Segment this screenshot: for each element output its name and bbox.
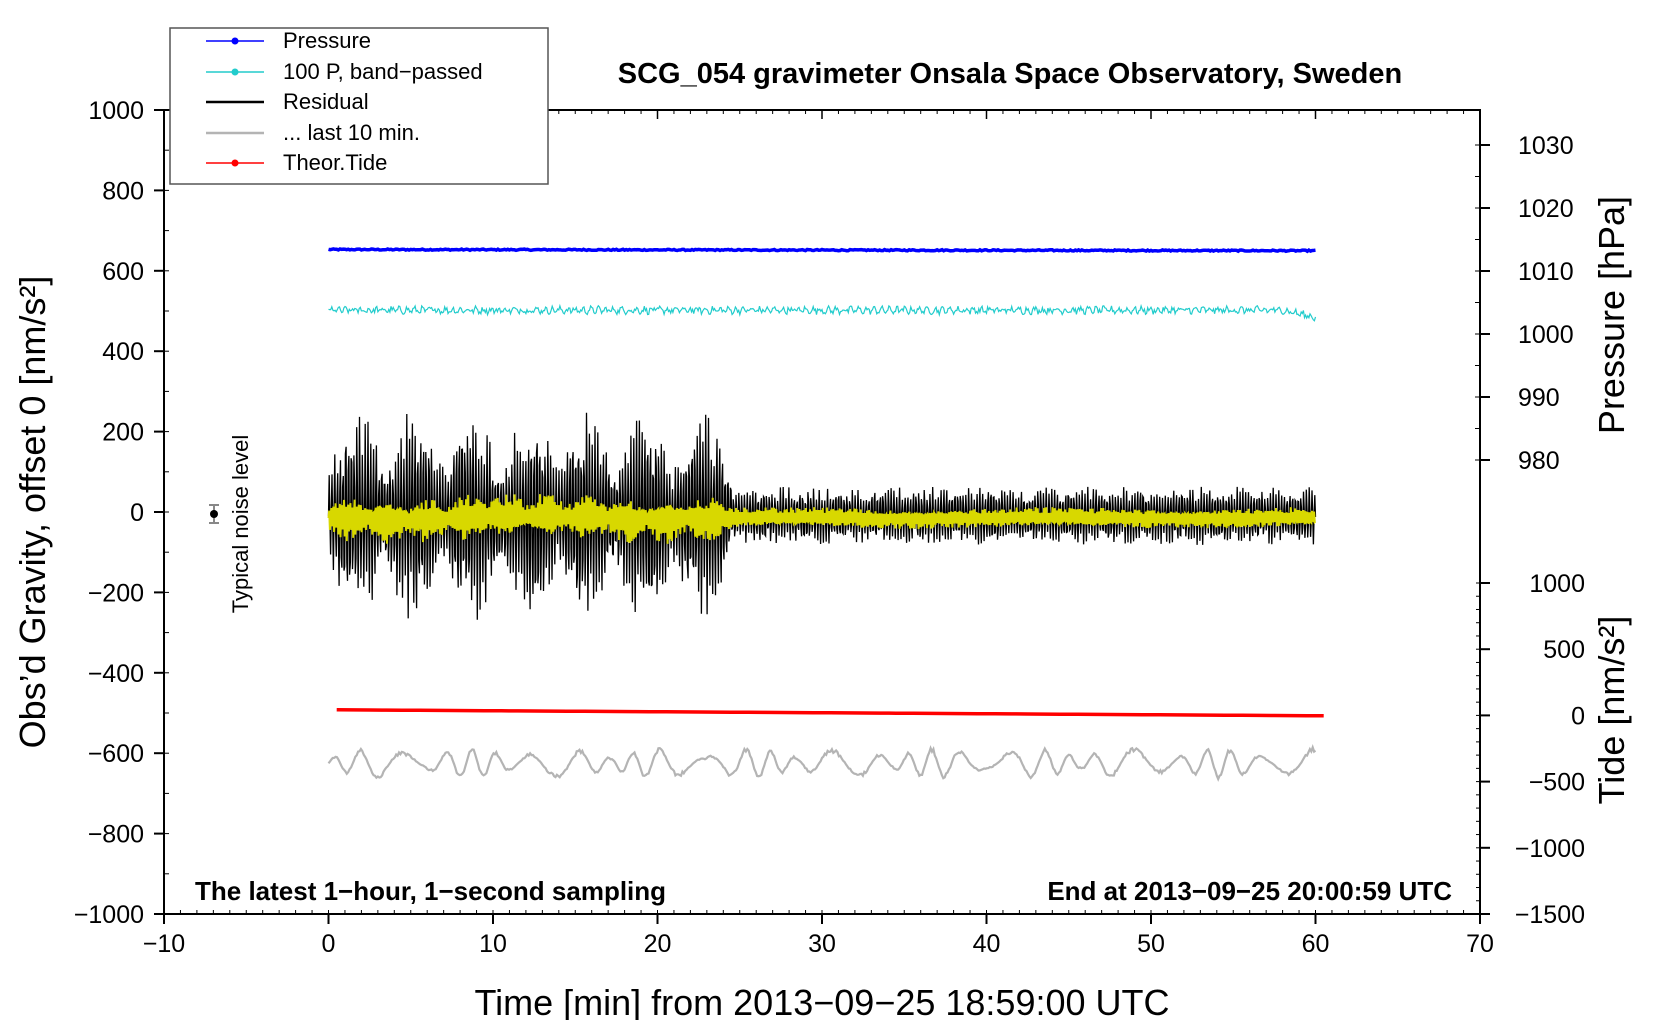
pressure-tick-label: 980 — [1518, 447, 1560, 475]
annotation-left: The latest 1−hour, 1−second sampling — [195, 876, 666, 906]
tide-tick-label: −500 — [1529, 769, 1585, 797]
legend-item-band-passed: 100 P, band−passed — [206, 59, 483, 84]
pressure-tick-label: 1010 — [1518, 258, 1574, 286]
legend-label: Theor.Tide — [283, 150, 387, 175]
y-tick-label: −600 — [88, 740, 144, 768]
chart-title: SCG_054 gravimeter Onsala Space Observat… — [618, 58, 1402, 90]
legend-label: Pressure — [283, 28, 371, 53]
x-tick-label: 30 — [808, 930, 836, 958]
y-tick-label: −200 — [88, 579, 144, 607]
legend-item-last-10-min: ... last 10 min. — [206, 120, 420, 145]
x-tick-label: 70 — [1466, 930, 1494, 958]
legend-item-theor-tide: Theor.Tide — [206, 150, 387, 175]
legend-label: 100 P, band−passed — [283, 59, 483, 84]
tide-tick-label: 500 — [1543, 636, 1585, 664]
x-tick-label: −10 — [143, 930, 185, 958]
y-axis-left: 1000 800 600 400 200 0 −200 −400 −600 −800 −1000 — [74, 97, 164, 929]
y-axis-tide: 1000 500 0 −500 −1000 −1500 — [1480, 570, 1585, 929]
series-theor-tide — [336, 708, 1324, 718]
pressure-tick-label: 1000 — [1518, 321, 1574, 349]
x-tick-label: 0 — [322, 930, 336, 958]
y-tick-label: 0 — [130, 499, 144, 527]
legend-item-residual: Residual — [206, 89, 369, 114]
y-tick-label: 600 — [102, 258, 144, 286]
tide-tick-label: −1000 — [1515, 835, 1585, 863]
x-axis-title: Time [min] from 2013−09−25 18:59:00 UTC — [474, 982, 1169, 1020]
pressure-tick-label: 1020 — [1518, 195, 1574, 223]
y-axis-title-pressure: Pressure [hPa] — [1591, 196, 1632, 434]
x-axis: −10 0 10 20 30 40 50 60 70 — [143, 110, 1494, 958]
legend: Pressure 100 P, band−passed Residual ...… — [169, 27, 549, 185]
x-tick-label: 60 — [1302, 930, 1330, 958]
y-tick-label: 1000 — [88, 97, 144, 125]
pressure-tick-label: 1030 — [1518, 132, 1574, 160]
noise-marker — [209, 504, 219, 524]
y-tick-label: 200 — [102, 419, 144, 447]
series-band-passed — [328, 303, 1317, 322]
legend-box — [169, 27, 549, 185]
y-axis-title-tide: Tide [nm/s²] — [1591, 616, 1632, 805]
noise-label: Typical noise level — [228, 435, 253, 614]
series-last-10-min — [327, 743, 1317, 782]
x-tick-label: 50 — [1137, 930, 1165, 958]
y-tick-label: 400 — [102, 338, 144, 366]
tide-tick-label: 1000 — [1529, 570, 1585, 598]
x-tick-label: 10 — [479, 930, 507, 958]
series-residual-filtered — [327, 494, 1317, 544]
tide-tick-label: 0 — [1571, 702, 1585, 730]
x-tick-label: 40 — [973, 930, 1001, 958]
series-layer — [327, 247, 1324, 782]
y-tick-label: 800 — [102, 177, 144, 205]
y-axis-pressure: 1030 1020 1010 1000 990 980 — [1480, 132, 1574, 475]
tide-tick-label: −1500 — [1515, 901, 1585, 929]
legend-label: ... last 10 min. — [283, 120, 420, 145]
series-pressure — [328, 247, 1316, 254]
pressure-tick-label: 990 — [1518, 384, 1560, 412]
legend-label: Residual — [283, 89, 369, 114]
legend-item-pressure: Pressure — [206, 28, 371, 53]
y-tick-label: −400 — [88, 660, 144, 688]
x-tick-label: 20 — [644, 930, 672, 958]
y-tick-label: −800 — [88, 821, 144, 849]
y-tick-label: −1000 — [74, 901, 144, 929]
y-axis-title-left: Obs’d Gravity, offset 0 [nm/s²] — [12, 276, 53, 749]
annotation-right: End at 2013−09−25 20:00:59 UTC — [1047, 876, 1452, 906]
